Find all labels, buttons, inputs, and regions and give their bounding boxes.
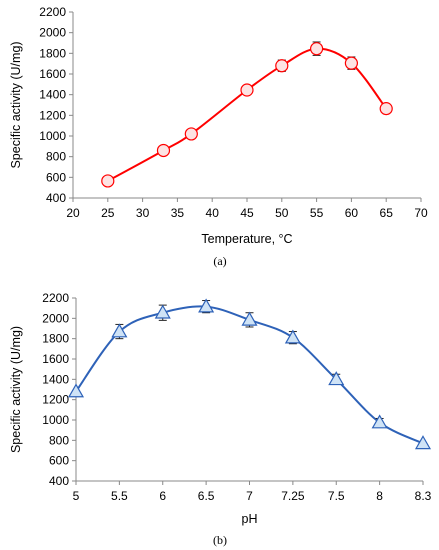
chart-temperature: 400 600 800 1000 1200 1400 1600 1800 2000 2200 20 2… — [9, 5, 428, 246]
panel-label-b: (b) — [213, 533, 227, 547]
x-tick-label: 30 — [136, 206, 150, 220]
x-tick-label: 65 — [380, 206, 394, 220]
data-point — [344, 56, 358, 70]
x-tick-label: 8 — [376, 489, 383, 503]
y-tick-label: 800 — [46, 150, 66, 164]
data-point — [156, 143, 171, 158]
x-tick-label: 5.5 — [111, 489, 128, 503]
x-tick-label: 45 — [240, 206, 254, 220]
data-point — [240, 83, 254, 97]
y-axis-title: Specific activity (U/mg) — [9, 326, 23, 453]
data-point — [241, 311, 258, 326]
data-point — [154, 304, 171, 319]
y-tick-label: 1400 — [42, 372, 69, 386]
data-point — [379, 102, 393, 116]
x-tick-label: 8.3 — [415, 489, 432, 503]
data-point — [371, 414, 388, 429]
y-tick-label: 600 — [46, 170, 66, 184]
y-axis-title: Specific activity (U/mg) — [9, 41, 23, 168]
y-tick-label: 1000 — [42, 413, 69, 427]
y-tick-label: 1600 — [39, 67, 66, 81]
y-tick-label: 400 — [46, 191, 66, 205]
x-tick-label: 20 — [66, 206, 80, 220]
x-tick-label: 7.5 — [328, 489, 345, 503]
x-tick-label: 25 — [101, 206, 115, 220]
x-tick-label: 5 — [73, 489, 80, 503]
x-tick-label: 7.25 — [281, 489, 305, 503]
data-point — [310, 42, 324, 56]
x-tick-label: 35 — [171, 206, 185, 220]
chart-ph: 400 600 800 1000 1200 1400 1600 1800 2000 2200 5 5.… — [9, 291, 432, 526]
y-tick-label: 1800 — [39, 46, 66, 60]
data-point — [275, 59, 289, 73]
panel-label-a: (a) — [213, 254, 226, 268]
x-tick-label: 55 — [310, 206, 324, 220]
y-tick-label: 2200 — [42, 291, 69, 305]
y-tick-label: 600 — [49, 454, 69, 468]
x-tick-label: 50 — [275, 206, 289, 220]
x-axis-title: pH — [242, 512, 258, 526]
y-tick-label: 1200 — [42, 393, 69, 407]
y-tick-label: 1400 — [39, 88, 66, 102]
x-tick-label: 60 — [345, 206, 359, 220]
y-tick-label: 2200 — [39, 5, 66, 19]
data-point — [328, 371, 345, 386]
data-point — [111, 323, 128, 338]
data-point — [284, 329, 301, 344]
y-tick-label: 400 — [49, 474, 69, 488]
y-tick-label: 2000 — [42, 311, 69, 325]
data-point — [184, 127, 198, 141]
y-tick-label: 800 — [49, 433, 69, 447]
series-line — [107, 47, 387, 182]
x-tick-label: 6 — [159, 489, 166, 503]
y-tick-label: 1600 — [42, 352, 69, 366]
y-tick-label: 1800 — [42, 332, 69, 346]
y-tick-label: 2000 — [39, 26, 66, 40]
x-tick-label: 70 — [414, 206, 428, 220]
data-point — [198, 298, 215, 313]
data-point — [414, 435, 432, 450]
x-tick-label: 6.5 — [198, 489, 215, 503]
data-point — [101, 174, 115, 188]
x-tick-label: 7 — [246, 489, 253, 503]
y-tick-label: 1000 — [39, 129, 66, 143]
data-point — [67, 383, 85, 398]
y-tick-label: 1200 — [39, 108, 66, 122]
x-axis-title: Temperature, °C — [201, 232, 292, 246]
x-tick-label: 40 — [206, 206, 220, 220]
